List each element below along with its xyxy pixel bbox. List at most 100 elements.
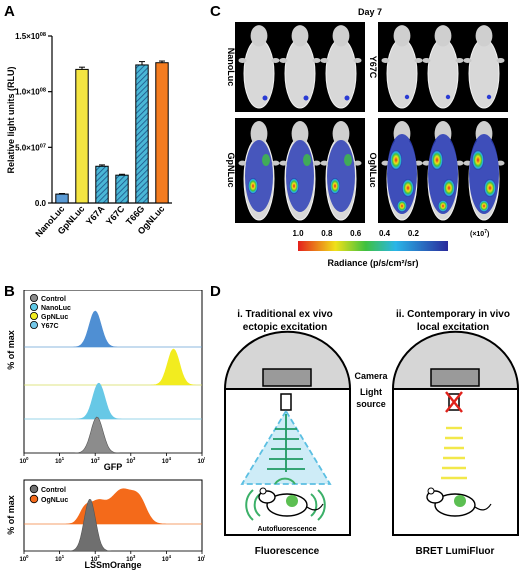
hist-curve-nanoluc [24, 310, 202, 348]
hist-curve-control [24, 416, 202, 454]
x-tick-label: 103 [126, 554, 136, 563]
x-tick-label: 100 [19, 456, 29, 465]
mouse-nanoluc-1 [238, 25, 280, 109]
light-off-x-icon [445, 391, 463, 413]
bar-y67a [95, 165, 109, 204]
scale-tick-label: 1.0 [292, 229, 304, 238]
legend-label: GpNLuc [41, 314, 68, 321]
legend-label: OgNLuc [41, 497, 68, 504]
mouse-gpnluc-3 [320, 121, 362, 221]
mouse-imaging-panel: Day 7 NanoLuc Y67C GpNLuc OgNLuc 1.0 0.8 0… [226, 7, 508, 268]
bar-y67c [115, 174, 129, 204]
radiance-color-scale [298, 241, 448, 251]
scale-unit: (×107) [470, 229, 489, 238]
camera-label: Camera [354, 371, 388, 381]
hist-bottom-ylabel: % of max [6, 495, 16, 535]
panel-letter-c: C [210, 3, 221, 20]
hist-bottom-xlabel: LSSmOrange [84, 560, 141, 570]
mouse-y67c-2 [422, 25, 464, 109]
legend-label: Y67C [41, 323, 59, 330]
x-tick-label: 104 [162, 554, 172, 563]
panel-letter-b: B [4, 283, 15, 300]
y-tick-label: 1.0×1008 [15, 88, 46, 97]
autofluorescence-label: Autofluorescence [257, 526, 316, 533]
x-tick-label: 102 [91, 554, 101, 563]
y-tick-label: 5.0×1007 [15, 143, 46, 152]
emission-rays [267, 414, 305, 472]
hist-top-xlabel: GFP [104, 462, 123, 472]
x-category-label: Y67C [104, 203, 127, 227]
x-tick-label: 101 [55, 554, 65, 563]
imaging-day-label: Day 7 [358, 7, 382, 17]
light-label: Light [360, 387, 382, 397]
source-label: source [356, 399, 386, 409]
label-gpnluc: GpNLuc [226, 153, 236, 188]
excitation-diagram: i. Traditional ex vivo ectopic excitatio… [223, 309, 520, 557]
legend-dot [29, 302, 38, 311]
legend-dot [29, 320, 38, 329]
panel-letter-d: D [210, 283, 221, 300]
hist-curve-y67c [24, 382, 202, 420]
left-title-2: ectopic excitation [243, 322, 327, 333]
panel-letter-a: A [4, 3, 15, 20]
left-mouse-icon [258, 487, 324, 517]
left-light-source [280, 393, 292, 411]
x-category-label: Y67A [84, 203, 107, 227]
mouse-ognluc-3 [463, 121, 505, 221]
legend-dot [29, 311, 38, 320]
bar-nanoluc [55, 193, 69, 204]
legend-label: Control [41, 487, 66, 494]
x-tick-label: 105 [197, 456, 205, 465]
flow-histograms: Control NanoLuc GpNLuc Y67C % of max 100 101… [6, 290, 205, 570]
mouse-ognluc-2 [422, 121, 464, 221]
legend-dot [29, 484, 39, 494]
x-tick-label: 103 [126, 456, 136, 465]
x-tick-label: 104 [162, 456, 172, 465]
left-camera [262, 368, 312, 387]
y-axis-label: Relative light units (RLU) [6, 66, 16, 173]
hist-top-ylabel: % of max [6, 330, 16, 370]
mouse-gpnluc-2 [279, 121, 321, 221]
right-mouse-icon [426, 487, 492, 517]
x-tick-label: 105 [197, 554, 205, 563]
right-camera [430, 368, 480, 387]
label-ognluc: OgNLuc [368, 153, 378, 188]
scale-tick-label: 0.4 [379, 229, 391, 238]
mouse-y67c-3 [463, 25, 505, 109]
radiance-label: Radiance (p/s/cm²/sr) [327, 258, 418, 268]
legend-label: Control [41, 296, 66, 303]
legend-dot [29, 294, 38, 302]
mouse-gpnluc-1 [238, 121, 280, 221]
left-camera-dome [223, 330, 352, 390]
bar-chart-rlu: Relative light units (RLU) 0.0 5.0×1007 1.… [6, 32, 172, 239]
mouse-nanoluc-3 [320, 25, 362, 109]
mouse-nanoluc-2 [279, 25, 321, 109]
legend-dot [29, 494, 39, 504]
scale-tick-label: 0.8 [321, 229, 333, 238]
right-title: ii. Contemporary in vivo [396, 309, 510, 320]
y-tick-label: 0.0 [35, 199, 47, 208]
scale-tick-label: 0.6 [350, 229, 362, 238]
mouse-ognluc-1 [381, 121, 423, 221]
bret-caption: BRET LumiFluor [416, 546, 495, 557]
x-tick-label: 101 [55, 456, 65, 465]
autofluorescence-waves [245, 477, 326, 521]
label-y67c: Y67C [368, 56, 378, 79]
label-nanoluc: NanoLuc [226, 48, 236, 87]
bar-ognluc [155, 62, 169, 204]
right-camera-dome [391, 330, 520, 390]
bar-gpnluc [75, 68, 89, 204]
legend-label: NanoLuc [41, 305, 71, 312]
hist-curve-ognluc [24, 488, 202, 525]
fluorescence-caption: Fluorescence [255, 546, 320, 557]
scale-tick-label: 0.2 [408, 229, 420, 238]
left-title: i. Traditional ex vivo [237, 309, 333, 320]
y-tick-label: 1.5×1008 [15, 32, 46, 41]
hist-curve-gpnluc [24, 348, 202, 386]
mouse-y67c-1 [381, 25, 423, 109]
x-tick-label: 100 [19, 554, 29, 563]
right-title-2: local excitation [417, 322, 489, 333]
x-tick-label: 102 [91, 456, 101, 465]
hist-curve-control [24, 498, 202, 552]
bret-emission-rays [441, 426, 467, 480]
